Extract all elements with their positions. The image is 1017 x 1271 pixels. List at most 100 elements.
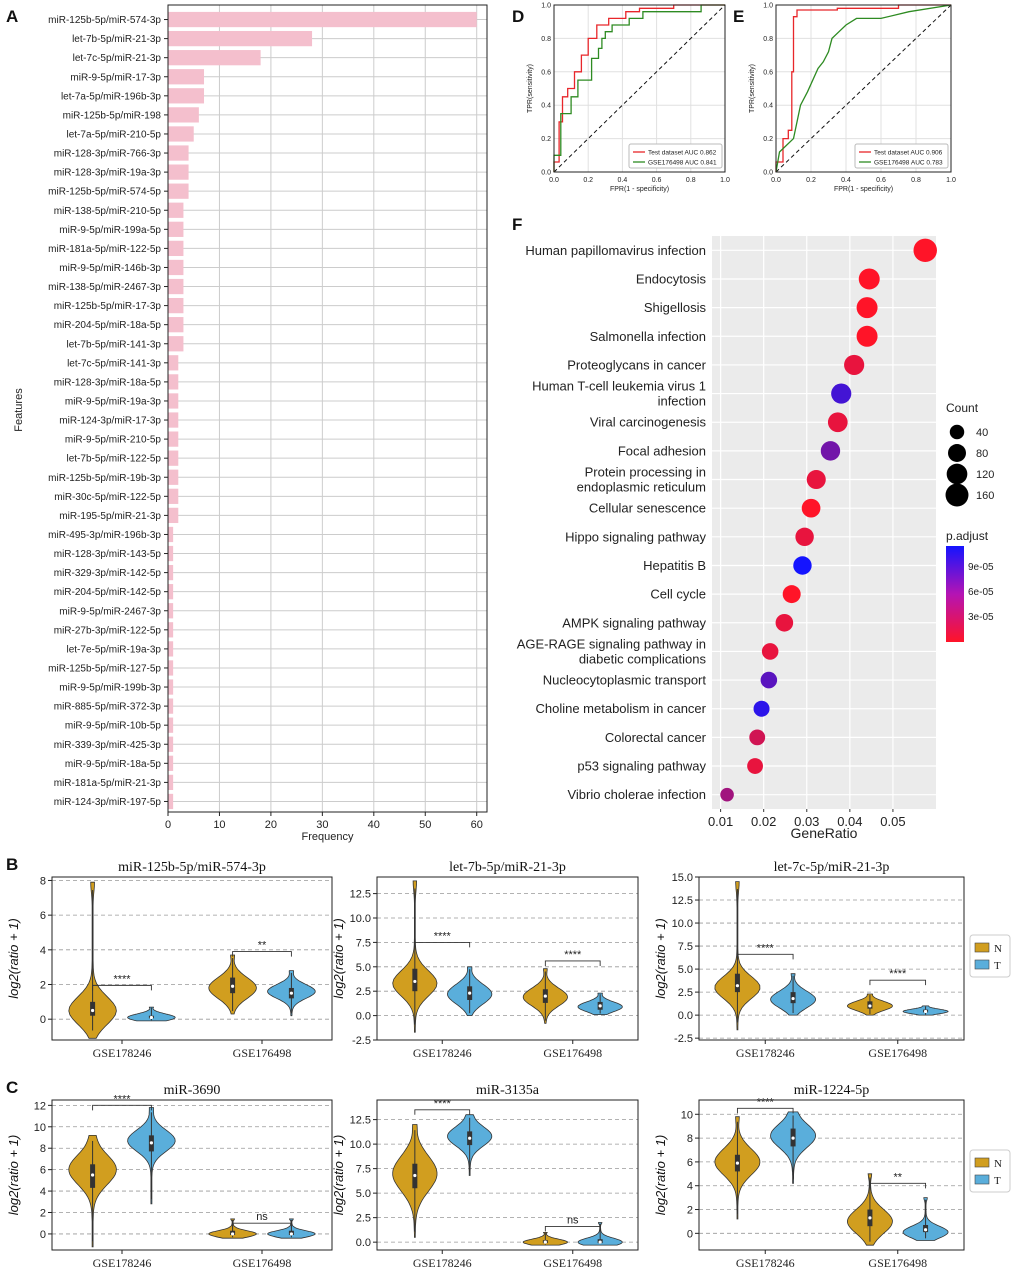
significance-bracket: [869, 1182, 927, 1189]
category-label: miR-204-5p/miR-18a-5p: [54, 320, 162, 331]
y-tick-label: 0.6: [763, 69, 773, 76]
x-tick-label: 50: [419, 819, 431, 831]
legend-swatch: [974, 959, 990, 970]
size-legend-label: 160: [976, 490, 994, 502]
dot-Cell cycle: [782, 585, 801, 604]
dot-Hippo signaling pathway: [795, 527, 814, 547]
y-tick-label: 0.0: [356, 1011, 371, 1023]
term-label-line: AGE-RAGE signaling pathway in: [517, 636, 706, 651]
x-tick-label: 40: [368, 819, 380, 831]
category-label: miR-138-5p/miR-210-5p: [54, 206, 162, 217]
bar-miR-204-5p/miR-18a-5p: [168, 317, 184, 333]
x-axis-label: FPR(1 - specificity): [610, 186, 669, 193]
x-tick-label: 60: [471, 819, 483, 831]
bar-miR-885-5p/miR-372-3p: [168, 698, 174, 714]
category-label: let-7c-5p/miR-21-3p: [73, 53, 162, 64]
category-label: miR-128-3p/miR-19a-3p: [54, 168, 162, 179]
y-axis-label: log2(ratio + 1): [6, 1135, 21, 1216]
bar-miR-9-5p/miR-210-5p: [168, 431, 179, 447]
y-tick-label: 0.4: [763, 103, 773, 110]
significance-label: ****: [757, 1096, 775, 1108]
x-tick-label: 0.04: [837, 814, 862, 829]
category-label: miR-125b-5p/miR-574-3p: [48, 15, 161, 26]
term-label-line: endoplasmic reticulum: [577, 480, 706, 495]
bar-let-7c-5p/miR-21-3p: [168, 50, 261, 66]
x-tick-label: GSE178246: [413, 1256, 472, 1270]
panel-label-C: C: [6, 1078, 18, 1097]
term-label: Cell cycle: [650, 587, 706, 602]
y-tick-label: 0.0: [356, 1237, 371, 1249]
dot-Viral carcinogenesis: [827, 412, 848, 433]
significance-bracket: [544, 960, 601, 966]
x-tick-label: 0: [165, 819, 171, 831]
dot-Choline metabolism in cancer: [753, 700, 770, 717]
legend-label: N: [994, 943, 1002, 955]
dot-plot-f: 0.01 0.02 0.03 0.04 0.05 Human papillomavirus…: [517, 236, 994, 841]
panel-label-F: F: [512, 215, 522, 234]
roc-line-GSE176498 AUC 0.783: [775, 4, 952, 173]
y-tick-label: 10: [681, 1109, 693, 1121]
significance-label: ****: [113, 1093, 131, 1105]
y-tick-label: 0.4: [541, 103, 551, 110]
violin-median: [231, 984, 235, 988]
x-tick-label: GSE178246: [413, 1046, 472, 1060]
dot-p53 signaling pathway: [747, 758, 764, 774]
dot-AMPK signaling pathway: [775, 613, 794, 632]
y-tick-label: 0.0: [541, 170, 551, 177]
bar-let-7b-5p/miR-122-5p: [168, 450, 179, 466]
y-tick-label: 6: [40, 910, 46, 922]
dot-Protein processing in endoplasmic reticulum: [806, 469, 826, 490]
significance-label: ****: [434, 930, 452, 942]
significance-label: ****: [757, 942, 775, 954]
bar-miR-9-5p/miR-199a-5p: [168, 221, 184, 237]
category-label: miR-195-5p/miR-21-3p: [59, 511, 161, 522]
violin-median: [149, 1141, 153, 1145]
x-tick-label: 0.2: [806, 177, 816, 184]
y-tick-label: 0: [40, 1014, 46, 1026]
term-label: Endocytosis: [636, 271, 707, 286]
term-label: Salmonella infection: [590, 329, 706, 344]
x-tick-label: 0.0: [549, 177, 559, 184]
bar-miR-30c-5p/miR-122-5p: [168, 488, 179, 504]
y-tick-label: 6: [687, 1157, 693, 1169]
bar-miR-138-5p/miR-210-5p: [168, 202, 184, 218]
y-tick-label: 7.5: [356, 937, 371, 949]
category-label: miR-9-5p/miR-199a-5p: [59, 225, 161, 236]
category-label: miR-125b-5p/miR-17-3p: [54, 301, 162, 312]
size-legend-dot: [945, 483, 969, 507]
bar-miR-9-5p/miR-10b-5p: [168, 717, 174, 733]
panel-label-D: D: [512, 7, 524, 26]
x-tick-label: GSE176498: [543, 1256, 602, 1270]
y-tick-label: 12.5: [350, 889, 371, 901]
violin-median: [735, 984, 740, 988]
x-tick-label: 0.0: [771, 177, 781, 184]
bar-miR-124-3p/miR-197-5p: [168, 793, 174, 810]
significance-label: ****: [434, 1098, 452, 1110]
y-tick-label: 15.0: [672, 872, 693, 884]
category-label: miR-204-5p/miR-142-5p: [54, 587, 162, 598]
roc-line-Test dataset AUC 0.906: [775, 4, 951, 172]
bar-let-7a-5p/miR-196b-3p: [168, 88, 205, 104]
bar-miR-181a-5p/miR-122-5p: [168, 240, 184, 257]
y-axis-label: Features: [13, 388, 25, 432]
size-legend-title: Count: [946, 401, 979, 415]
dot-Proteoglycans in cancer: [844, 354, 865, 376]
category-label: miR-27b-3p/miR-122-5p: [54, 625, 162, 636]
term-label: Protein processing in endoplasmic reticul…: [577, 465, 706, 495]
x-tick-label: 0.4: [841, 177, 851, 184]
significance-bracket: [736, 1107, 794, 1114]
y-tick-label: 2: [40, 980, 46, 992]
term-label: Nucleocytoplasmic transport: [543, 673, 707, 688]
bar-let-7b-5p/miR-141-3p: [168, 336, 184, 352]
category-label: miR-125b-5p/miR-127-5p: [48, 663, 161, 674]
y-axis-label: log2(ratio + 1): [653, 1135, 668, 1216]
plot-frame: [51, 1099, 333, 1251]
y-tick-label: 12.5: [672, 895, 693, 907]
bar-miR-329-3p/miR-142-5p: [168, 564, 174, 581]
bar-miR-9-5p/miR-18a-5p: [168, 755, 174, 771]
significance-bracket: [414, 941, 471, 948]
significance-bracket: [232, 1222, 292, 1229]
category-label: miR-125b-5p/miR-198: [63, 110, 162, 121]
x-tick-label: 0.03: [794, 814, 819, 829]
